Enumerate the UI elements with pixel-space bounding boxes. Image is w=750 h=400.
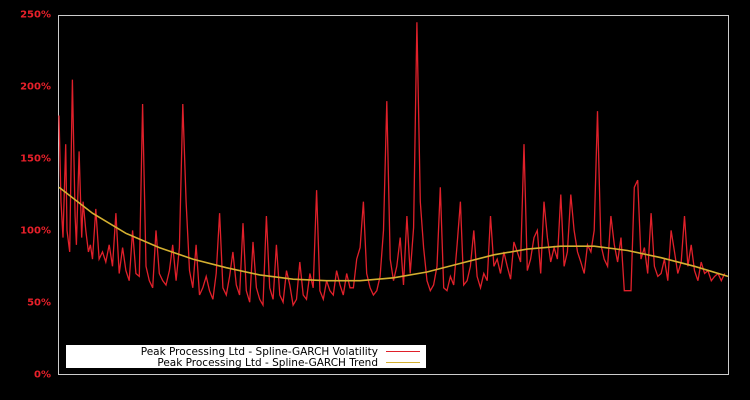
y-tick-label: 200% [20, 81, 51, 93]
y-tick-label: 250% [20, 9, 51, 21]
legend-item-trend: Peak Processing Ltd - Spline-GARCH Trend [157, 356, 420, 369]
y-tick-label: 50% [27, 297, 51, 309]
volatility-line [58, 22, 726, 308]
legend-label: Peak Processing Ltd - Spline-GARCH Trend [157, 356, 378, 369]
y-tick-label: 100% [20, 225, 51, 237]
trend-line [58, 186, 729, 282]
plot-area [58, 15, 729, 375]
legend-swatch-red [386, 351, 420, 352]
legend-label: Peak Processing Ltd - Spline-GARCH Volat… [140, 345, 378, 358]
legend: Peak Processing Ltd - Spline-GARCH Volat… [66, 345, 426, 369]
legend-item-volatility: Peak Processing Ltd - Spline-GARCH Volat… [140, 345, 420, 358]
y-tick-label: 0% [34, 369, 51, 381]
y-tick-label: 150% [20, 153, 51, 165]
legend-swatch-yellow [386, 362, 420, 363]
